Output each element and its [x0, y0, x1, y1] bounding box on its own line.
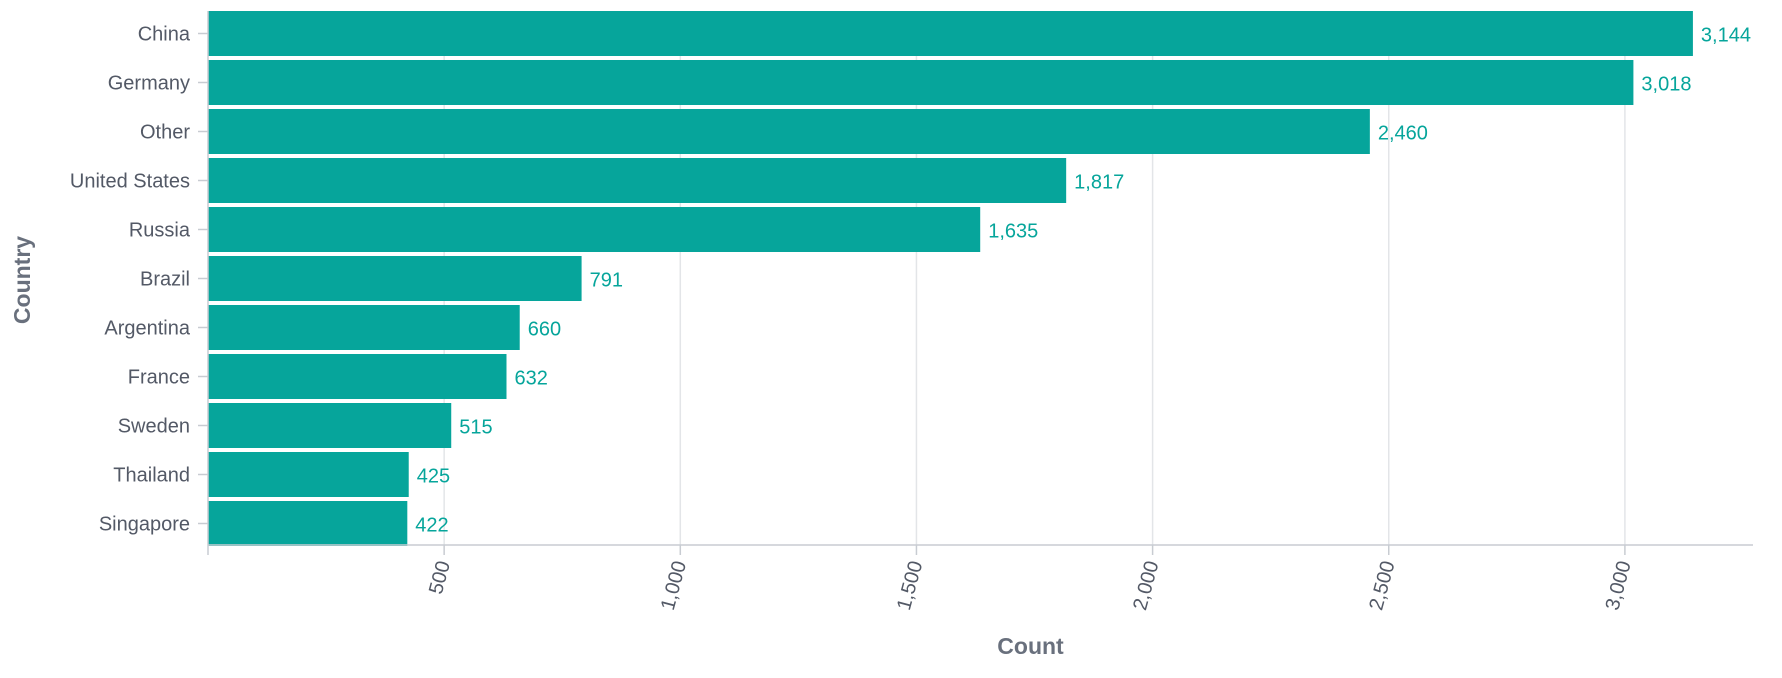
- x-tick-label: 1,000: [657, 559, 691, 613]
- y-tick-label: Thailand: [113, 465, 190, 487]
- y-tick-label: Germany: [108, 73, 190, 95]
- x-tick-label: 500: [425, 559, 455, 597]
- y-tick-label: Argentina: [104, 318, 190, 340]
- x-axis-title: Count: [997, 633, 1064, 659]
- y-tick-label: Brazil: [140, 269, 190, 291]
- x-tick-label: 1,500: [893, 559, 927, 613]
- bar[interactable]: [208, 403, 452, 448]
- y-tick-label: Sweden: [118, 416, 190, 438]
- bar[interactable]: [208, 11, 1693, 56]
- bar-value-label: 1,635: [988, 221, 1038, 243]
- bar[interactable]: [208, 60, 1634, 105]
- bar[interactable]: [208, 501, 408, 546]
- y-tick-label: France: [128, 367, 190, 389]
- x-tick-label: 2,000: [1129, 559, 1163, 613]
- bar[interactable]: [208, 256, 582, 301]
- bar[interactable]: [208, 158, 1067, 203]
- y-tick-label: China: [138, 24, 191, 46]
- x-tick-label: 3,000: [1602, 559, 1636, 613]
- bar-value-label: 422: [415, 515, 448, 537]
- bar[interactable]: [208, 305, 520, 350]
- bar-value-label: 660: [528, 319, 561, 341]
- bar-value-label: 1,817: [1074, 172, 1124, 194]
- y-tick-label: Singapore: [99, 514, 190, 536]
- bar-value-label: 425: [417, 466, 450, 488]
- bar[interactable]: [208, 109, 1370, 154]
- bar-value-label: 3,144: [1701, 25, 1751, 47]
- x-tick-label: 2,500: [1365, 559, 1399, 613]
- bar[interactable]: [208, 354, 507, 399]
- bar[interactable]: [208, 452, 409, 497]
- bars: 3,144 3,018 2,460 1,817 1,635 791 660 632 515 425…: [208, 11, 1751, 546]
- bar-value-label: 632: [514, 368, 547, 390]
- y-tick-label: United States: [70, 171, 190, 193]
- bar-value-label: 3,018: [1641, 74, 1691, 96]
- y-tick-label: Russia: [129, 220, 191, 242]
- bar-value-label: 2,460: [1378, 123, 1428, 145]
- y-tick-label: Other: [140, 122, 190, 144]
- y-axis-title: Country: [9, 236, 35, 324]
- bar[interactable]: [208, 207, 981, 252]
- bar-value-label: 791: [590, 270, 623, 292]
- bar-value-label: 515: [459, 417, 492, 439]
